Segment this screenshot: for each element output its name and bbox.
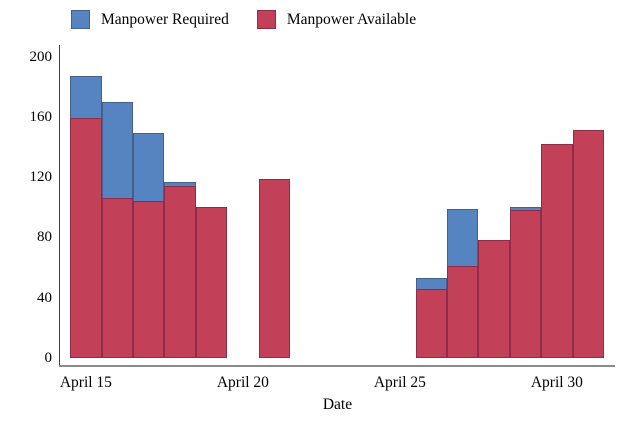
bar-available-april-15 bbox=[70, 118, 102, 358]
y-tick-label-120: 120 bbox=[29, 169, 53, 186]
x-tick-label-april-20: April 20 bbox=[216, 374, 269, 391]
legend-item-available: Manpower Available bbox=[256, 10, 417, 29]
x-tick-label-april-15: April 15 bbox=[59, 374, 112, 391]
bar-available-april-30 bbox=[541, 143, 573, 358]
x-tick-label-april-30: April 30 bbox=[530, 374, 583, 391]
bar-available-april-17 bbox=[133, 201, 165, 358]
y-tick-label-80: 80 bbox=[37, 229, 52, 246]
y-tick-label-0: 0 bbox=[44, 350, 53, 366]
y-tick-label-160: 160 bbox=[29, 108, 53, 125]
legend-item-required: Manpower Required bbox=[71, 10, 229, 29]
bar-available-april-27 bbox=[447, 266, 479, 358]
legend-swatch-available-icon bbox=[256, 10, 276, 29]
bar-available-april-28 bbox=[478, 240, 510, 358]
legend-label-required: Manpower Required bbox=[101, 11, 229, 28]
x-axis-line bbox=[59, 365, 615, 367]
bar-available-april-16 bbox=[101, 198, 133, 358]
y-tick-label-40: 40 bbox=[37, 289, 52, 306]
x-tick-label-april-25: April 25 bbox=[373, 374, 426, 391]
bar-available-april-29 bbox=[509, 210, 542, 358]
bar-available-april-19 bbox=[195, 207, 228, 358]
legend-swatch-required-icon bbox=[71, 10, 90, 29]
bar-available-april-21 bbox=[258, 178, 290, 358]
legend-label-available: Manpower Available bbox=[286, 11, 417, 28]
bar-available-april-26 bbox=[415, 288, 447, 358]
x-axis-title: Date bbox=[322, 396, 353, 413]
y-axis-line bbox=[59, 45, 61, 367]
bar-available-april-18 bbox=[164, 186, 196, 358]
legend: Manpower Required Manpower Available bbox=[71, 10, 416, 29]
y-tick-label-200: 200 bbox=[29, 48, 53, 65]
bar-available-may-1 bbox=[572, 130, 604, 358]
